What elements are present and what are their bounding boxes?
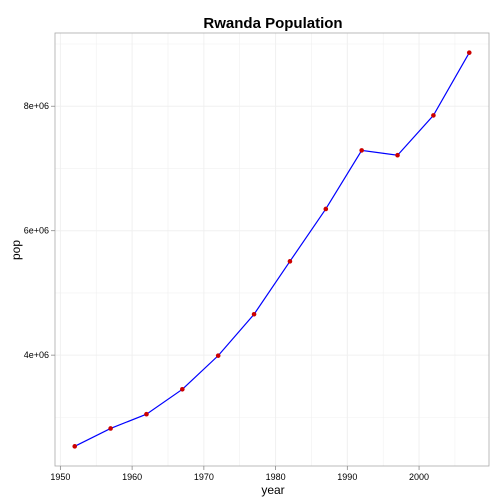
x-tick-label: 1980 [266, 472, 286, 482]
data-point [215, 353, 221, 358]
data-point [144, 411, 149, 417]
data-point [323, 206, 329, 212]
data-point [251, 311, 257, 317]
data-point [287, 259, 293, 264]
y-tick-label: 6e+06 [24, 226, 49, 236]
y-tick-label: 8e+06 [24, 101, 49, 111]
data-point [431, 113, 436, 118]
x-tick-label: 2000 [409, 472, 429, 482]
series-line [74, 52, 470, 447]
y-axis: 4e+06 6e+06 8e+06 [24, 101, 55, 360]
x-tick-label: 1950 [50, 472, 70, 482]
x-tick-label: 1990 [337, 472, 357, 482]
x-axis-label: year [261, 483, 284, 497]
grid [55, 33, 489, 466]
data-point [108, 426, 113, 431]
x-tick-label: 1960 [122, 472, 142, 482]
data-point [359, 148, 364, 153]
y-axis-label: pop [9, 240, 23, 260]
chart-title: Rwanda Population [203, 15, 342, 32]
x-axis: 1950 1960 1970 1980 1990 2000 [50, 466, 429, 482]
data-point [180, 387, 185, 392]
plot-panel [54, 32, 490, 467]
data-point [395, 152, 400, 158]
x-tick-label: 1970 [194, 472, 214, 482]
y-tick-label: 4e+06 [24, 350, 49, 360]
data-point [72, 444, 78, 449]
series-layer [72, 50, 472, 449]
data-point [466, 50, 472, 55]
